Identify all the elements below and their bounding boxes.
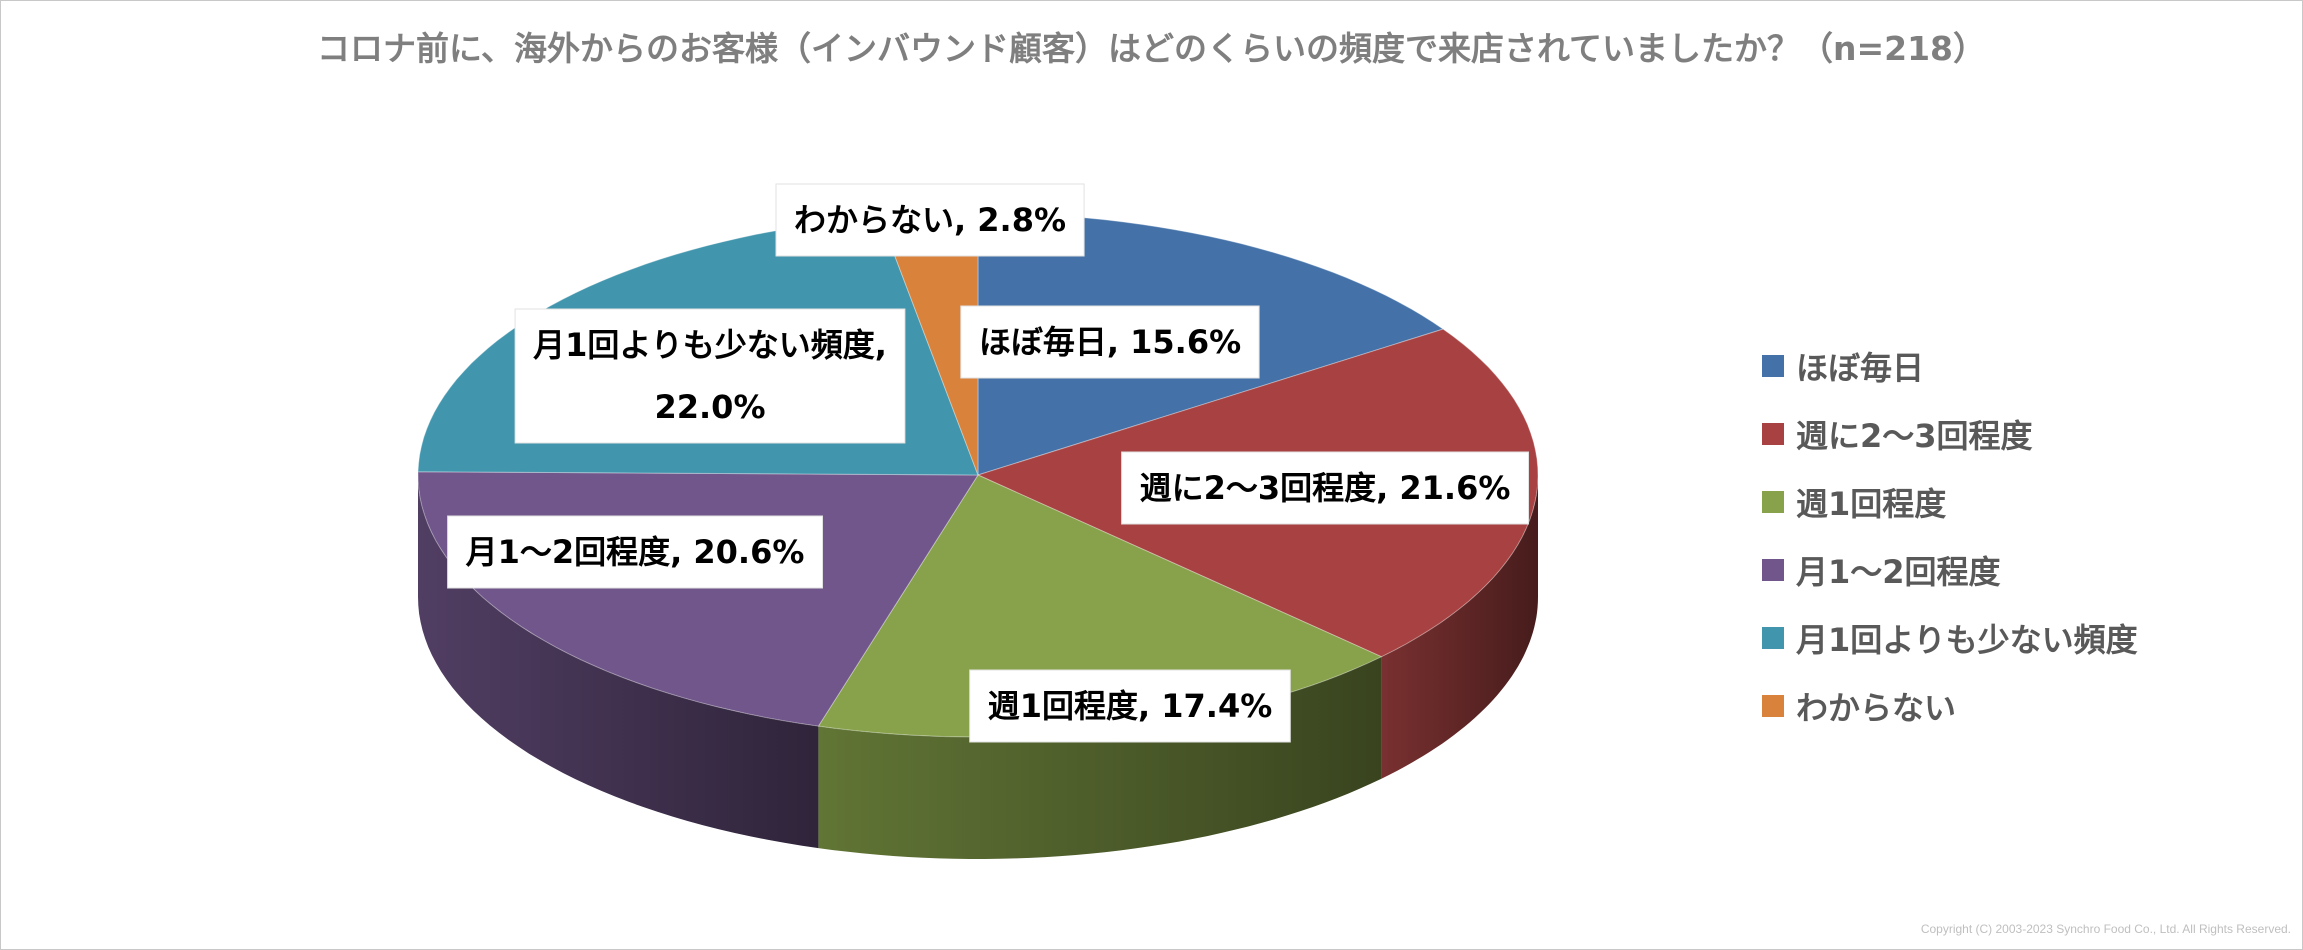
legend: ほぼ毎日週に2～3回程度 週1回程度月1～2回程度月1回よりも少ない頻度 わからない (1762, 332, 2138, 740)
data-label-text-3-0: 月1～2回程度, 20.6% (466, 533, 805, 571)
data-label-text-4-1: 22.0% (654, 388, 765, 426)
data-label-text-1-0: 週に2～3回程度, 21.6% (1140, 469, 1511, 507)
data-label-4: 月1回よりも少ない頻度, 22.0% (514, 308, 906, 444)
legend-label: ほぼ毎日 (1796, 349, 1925, 387)
legend-label: わからない (1796, 689, 1957, 727)
legend-label: 週1回程度 (1796, 485, 1947, 523)
copyright-text: Copyright (C) 2003-2023 Synchro Food Co.… (1920, 922, 2291, 936)
data-label-box-3 (447, 515, 823, 589)
data-label-box-5 (775, 183, 1085, 257)
data-label-text-5-0: わからない, 2.8% (794, 201, 1066, 239)
legend-swatch (1762, 355, 1784, 377)
legend-label: 月1回よりも少ない頻度 (1796, 621, 2138, 659)
legend-swatch (1762, 627, 1784, 649)
pie-side-3 (418, 475, 819, 849)
data-label-text-4-0: 月1回よりも少ない頻度, (533, 326, 887, 364)
legend-item: 週に2～3回程度 (1762, 400, 2138, 468)
legend-swatch (1762, 695, 1784, 717)
data-label-box-0 (960, 305, 1260, 379)
legend-item: 週1回程度 (1762, 468, 2138, 536)
data-label-box-2 (969, 669, 1291, 743)
data-label-0: ほぼ毎日, 15.6% (960, 305, 1260, 379)
data-label-3: 月1～2回程度, 20.6% (447, 515, 823, 589)
data-label-1: 週に2～3回程度, 21.6% (1121, 451, 1529, 525)
legend-item: 月1～2回程度 (1762, 536, 2138, 604)
data-label-text-2-0: 週1回程度, 17.4% (988, 687, 1273, 725)
legend-label: 週に2～3回程度 (1796, 417, 2033, 455)
data-label-2: 週1回程度, 17.4% (969, 669, 1291, 743)
data-label-5: わからない, 2.8% (775, 183, 1085, 257)
data-label-box-1 (1121, 451, 1529, 525)
chart-title: コロナ前に、海外からのお客様（インバウンド顧客）はどのくらいの頻度で来店されてい… (316, 29, 1987, 68)
legend-swatch (1762, 491, 1784, 513)
data-label-text-0-0: ほぼ毎日, 15.6% (979, 323, 1241, 361)
legend-swatch (1762, 559, 1784, 581)
pie-side-1 (1381, 475, 1538, 779)
legend-swatch (1762, 423, 1784, 445)
legend-item: ほぼ毎日 (1762, 332, 2138, 400)
data-label-box-4 (514, 308, 906, 444)
legend-item: 月1回よりも少ない頻度 (1762, 604, 2138, 672)
data-labels: ほぼ毎日, 15.6% 週に2～3回程度, 21.6% 週1回程度, 17.4% 月1… (447, 183, 1529, 743)
legend-label: 月1～2回程度 (1796, 553, 2001, 591)
legend-item: わからない (1762, 672, 2138, 740)
